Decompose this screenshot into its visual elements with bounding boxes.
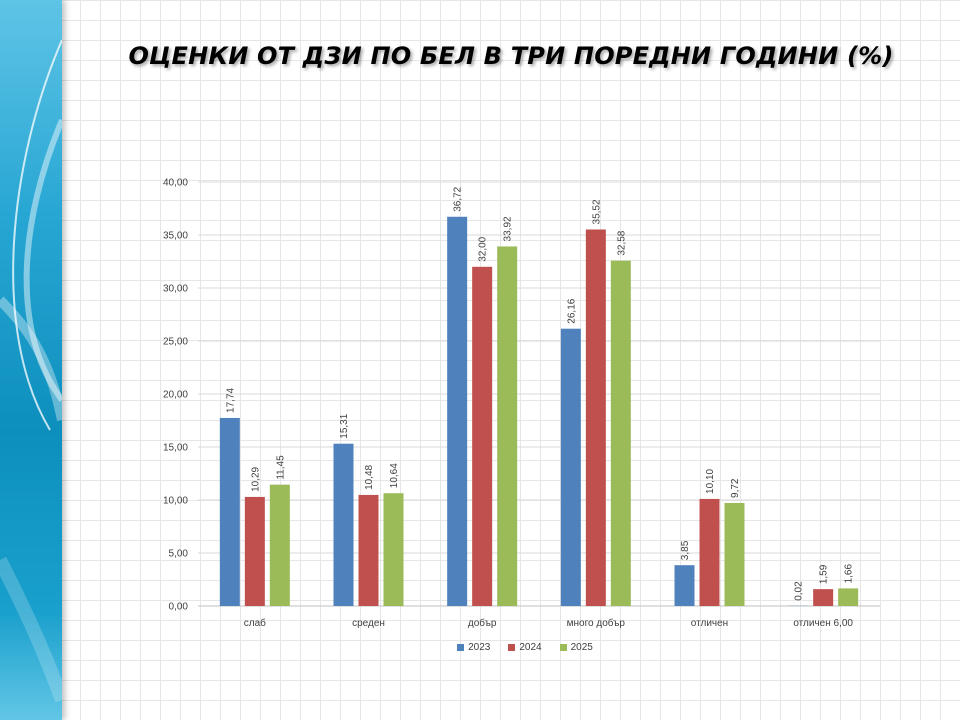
data-label: 33,92 <box>503 216 514 241</box>
legend-label: 2023 <box>468 642 491 653</box>
x-tick-label: слаб <box>244 617 266 629</box>
data-label: 1,66 <box>844 564 855 584</box>
x-tick-label: отличен 6,00 <box>793 618 853 629</box>
legend-swatch <box>508 644 516 651</box>
slide-title: ОЦЕНКИ ОТ ДЗИ ПО БЕЛ В ТРИ ПОРЕДНИ ГОДИН… <box>128 42 894 70</box>
data-label: 10,48 <box>364 464 375 489</box>
bar-2023 <box>333 443 354 606</box>
legend-label: 2025 <box>570 642 593 653</box>
x-tick-label: много добър <box>567 617 626 629</box>
bar-2025 <box>497 246 518 606</box>
bar-2024 <box>358 494 379 606</box>
bar-2024 <box>813 589 834 606</box>
bar-2025 <box>383 493 404 606</box>
legend-swatch <box>457 644 465 651</box>
y-tick-label: 30,00 <box>163 284 188 295</box>
bar-2023 <box>219 417 240 606</box>
chart-legend: 2023 2024 2025 <box>0 642 960 653</box>
bar-2025 <box>838 588 859 606</box>
data-label: 0,02 <box>794 581 805 601</box>
y-tick-label: 20,00 <box>163 390 188 401</box>
y-tick-label: 35,00 <box>163 231 188 242</box>
legend-item: 2025 <box>559 642 593 653</box>
data-label: 35,52 <box>591 199 602 224</box>
x-tick-label: среден <box>352 618 385 629</box>
decorative-side-panel <box>0 0 62 720</box>
y-tick-label: 15,00 <box>163 443 188 454</box>
bar-2025 <box>724 502 745 606</box>
y-tick-label: 0,00 <box>169 602 189 613</box>
bar-2023 <box>674 565 695 606</box>
data-label: 1,59 <box>819 564 830 584</box>
bar-2023 <box>447 216 468 606</box>
bar-2024 <box>699 498 720 606</box>
data-label: 17,74 <box>225 387 236 412</box>
legend-swatch <box>559 644 567 651</box>
legend-label: 2024 <box>519 642 542 653</box>
legend-item: 2023 <box>457 642 490 653</box>
bar-2024 <box>585 229 606 606</box>
data-label: 10,29 <box>250 466 261 491</box>
data-label: 26,16 <box>566 298 577 323</box>
data-label: 36,72 <box>453 186 464 211</box>
x-tick-label: отличен <box>691 618 728 629</box>
bar-2025 <box>269 484 290 606</box>
bar-2024 <box>244 496 265 606</box>
data-label: 11,45 <box>275 455 286 480</box>
data-label: 15,31 <box>339 413 350 438</box>
legend-item: 2024 <box>508 642 542 653</box>
bar-2024 <box>472 266 493 606</box>
data-label: 32,00 <box>478 236 489 261</box>
y-tick-label: 25,00 <box>163 337 188 348</box>
data-label: 10,10 <box>705 468 716 493</box>
x-tick-label: добър <box>468 617 497 629</box>
y-tick-label: 5,00 <box>169 549 189 560</box>
data-label: 9,72 <box>730 478 741 498</box>
bar-2025 <box>610 260 631 606</box>
data-label: 3,85 <box>680 540 691 560</box>
data-label: 10,64 <box>389 463 400 488</box>
bar-2023 <box>560 328 581 606</box>
data-label: 32,58 <box>616 230 627 255</box>
y-tick-label: 40,00 <box>163 178 188 189</box>
y-tick-label: 10,00 <box>163 496 188 507</box>
